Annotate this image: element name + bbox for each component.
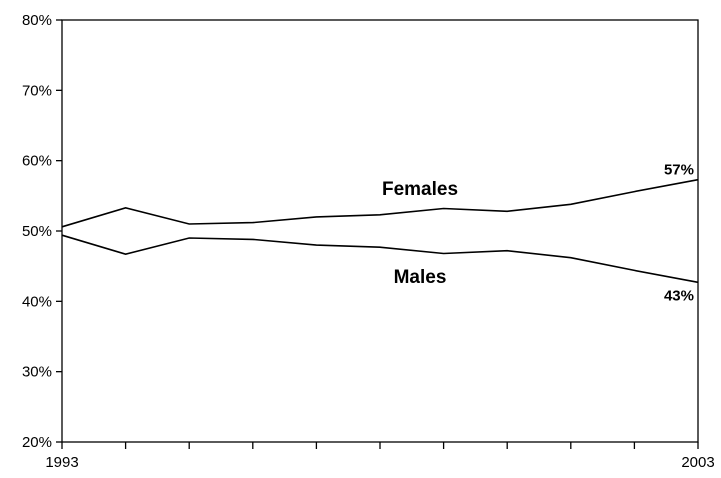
females-end-value-label: 57% xyxy=(664,162,694,179)
y-axis: 20% 30% 40% 50% 60% 70% 80% xyxy=(22,12,62,451)
y-tick-label: 30% xyxy=(22,364,52,381)
males-end-value-label: 43% xyxy=(664,287,694,304)
x-tick-label: 1993 xyxy=(45,454,78,471)
plot-frame xyxy=(61,19,699,443)
x-tick-label: 2003 xyxy=(681,454,714,471)
series-layer xyxy=(61,178,699,284)
females-line xyxy=(61,178,699,228)
label-layer: Females 57% Males 43% xyxy=(382,162,694,305)
plot-border xyxy=(61,19,699,443)
males-series-label: Males xyxy=(394,267,447,288)
y-tick-label: 70% xyxy=(22,82,52,99)
y-tick-label: 80% xyxy=(22,12,52,29)
y-tick-label: 40% xyxy=(22,293,52,310)
y-tick-label: 60% xyxy=(22,153,52,170)
y-tick-label: 50% xyxy=(22,223,52,240)
y-tick-label: 20% xyxy=(22,434,52,451)
x-axis: 1993 2003 xyxy=(45,442,715,471)
males-line xyxy=(61,234,699,284)
females-series-label: Females xyxy=(382,179,458,200)
